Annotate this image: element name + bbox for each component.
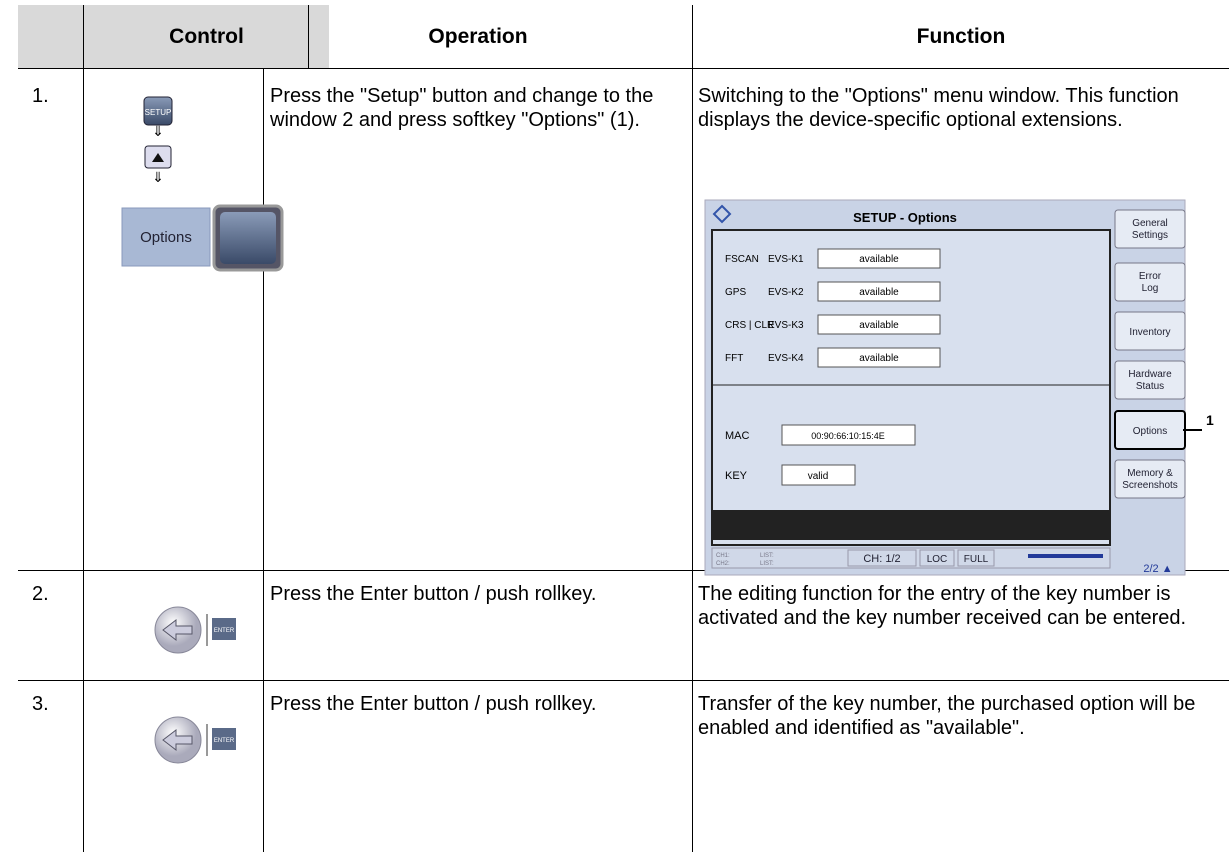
rollkey [154, 606, 236, 654]
setup-button [143, 96, 173, 126]
softkey [1114, 311, 1186, 351]
operation: Press the Enter button / push rollkey. [270, 693, 597, 715]
button-label: ENTER [214, 738, 235, 744]
option-status: available [859, 320, 899, 331]
softkey [1114, 459, 1186, 499]
status: LOC [927, 554, 948, 565]
status: CH: 1/2 [863, 553, 900, 565]
softkey-label: Options [140, 229, 192, 246]
mac-label: MAC [725, 430, 750, 442]
status: FULL [964, 554, 989, 565]
option-name: FFT [725, 353, 743, 364]
softkey-label: Hardware Status [1128, 369, 1172, 392]
button-label: ENTER [214, 628, 235, 634]
status-box [817, 347, 941, 368]
option-name: CRS | CLR [725, 320, 774, 331]
key-label: KEY [725, 470, 748, 482]
screen-title: SETUP - Options [853, 210, 957, 225]
function: Switching to the "Options" menu window. … [698, 85, 1179, 131]
arrow: ⇓ [152, 123, 164, 139]
rollkey [154, 716, 236, 764]
header-cell: Function [916, 24, 1006, 48]
status: CH2: [716, 561, 730, 567]
softkey [1114, 209, 1186, 249]
softkey-label: Options [1133, 426, 1167, 437]
option-name: GPS [725, 287, 746, 298]
header-cell [18, 5, 83, 68]
step: 2. [32, 583, 49, 605]
status-box [817, 281, 941, 302]
status: LIST: [760, 553, 774, 559]
status: CH1: [716, 553, 730, 559]
status: LIST: [760, 561, 774, 567]
option-code: EVS-K4 [768, 353, 804, 364]
step: 1. [32, 85, 49, 107]
callout: 1 [1206, 412, 1214, 428]
operation: Press the "Setup" button and change to t… [270, 85, 654, 131]
header-cell: Control [84, 5, 329, 68]
step: 3. [32, 693, 49, 715]
softkey-label: General Settings [1132, 218, 1168, 241]
function: The editing function for the entry of th… [698, 583, 1187, 629]
option-status: available [859, 254, 899, 265]
device-screenshot: SETUP - Options [704, 199, 1186, 576]
softkey-label: Memory & Screenshots [1122, 468, 1178, 491]
header-cell: Operation [428, 24, 528, 48]
arrow: ⇓ [152, 169, 164, 185]
softkey-label: Inventory [1129, 327, 1170, 338]
option-code: EVS-K2 [768, 287, 804, 298]
function: Transfer of the key number, the purchase… [698, 693, 1196, 739]
key-value: valid [808, 471, 829, 482]
option-code: EVS-K3 [768, 320, 804, 331]
status-box [817, 314, 941, 335]
mac-value: 00:90:66:10:15:4E [811, 431, 885, 441]
page-indicator: 2/2 ▲ [1143, 563, 1172, 575]
softkey [1114, 262, 1186, 302]
status-box [817, 248, 941, 269]
option-name: FSCAN [725, 254, 759, 265]
option-status: available [859, 287, 899, 298]
options-softkey [121, 207, 211, 267]
softkey [1114, 360, 1186, 400]
softkey-label: Error Log [1139, 271, 1162, 294]
button-label: SETUP [145, 108, 172, 117]
operation: Press the Enter button / push rollkey. [270, 583, 597, 605]
option-status: available [859, 353, 899, 364]
option-code: EVS-K1 [768, 254, 804, 265]
